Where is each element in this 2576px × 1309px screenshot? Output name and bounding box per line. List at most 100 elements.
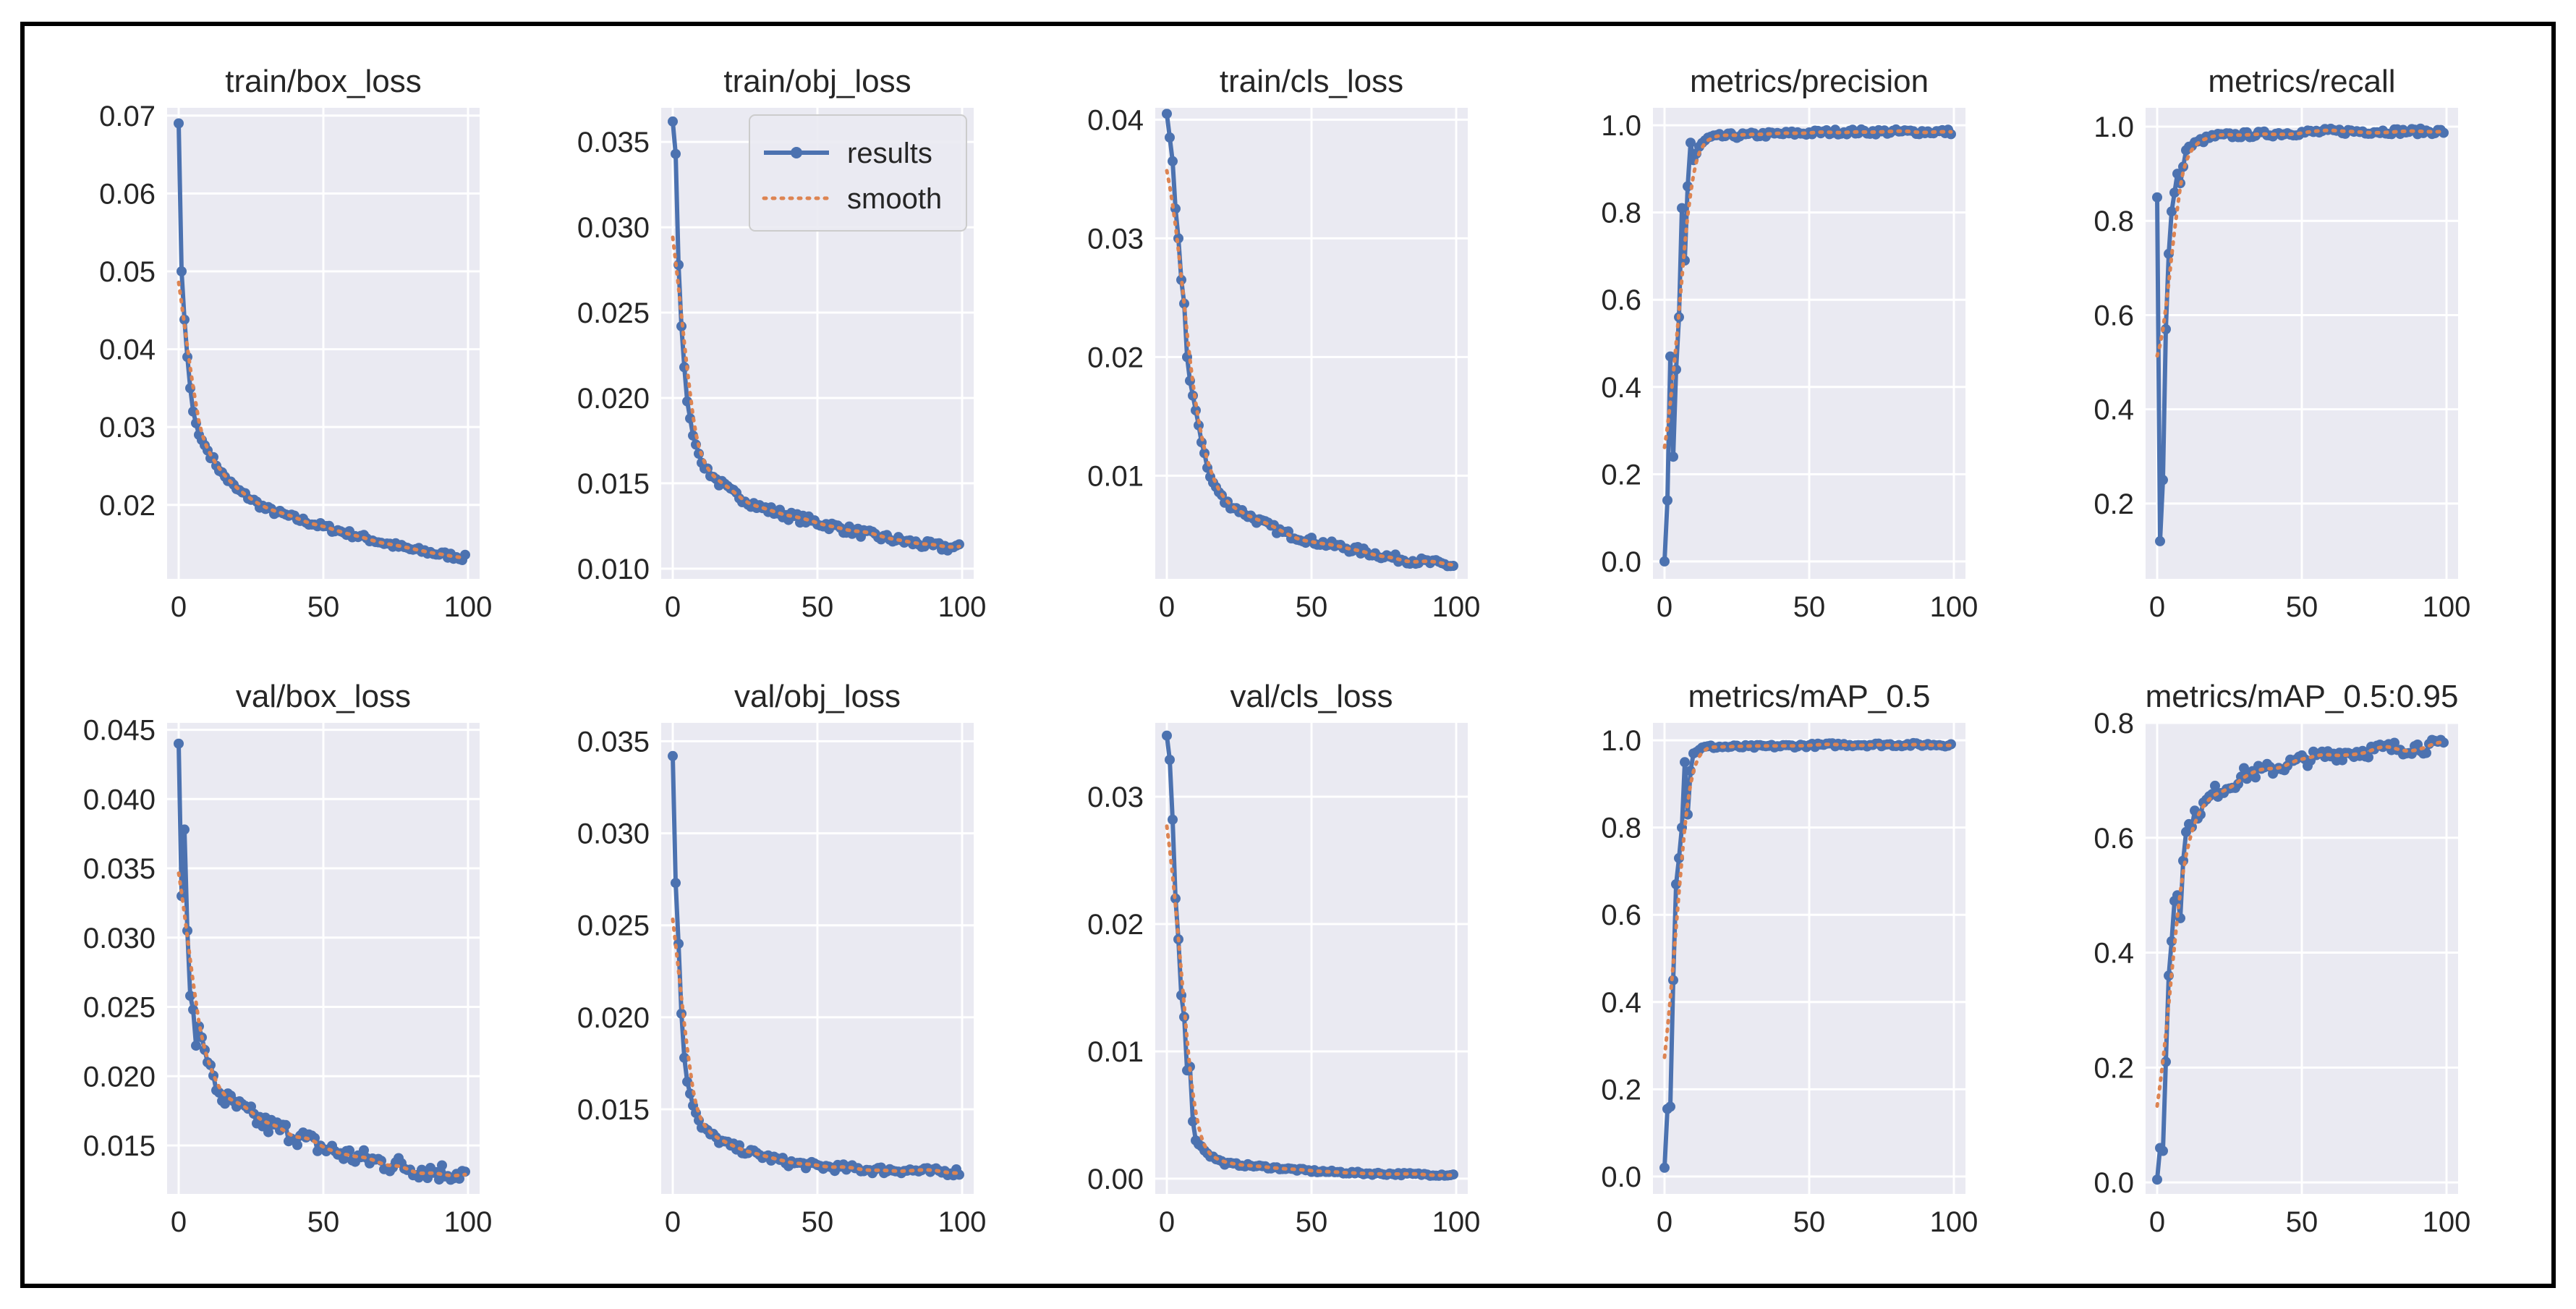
- y-tick-label: 0.025: [83, 992, 156, 1024]
- chart-panel-5: 0 50 100 0.2 0.4 0.6 0.8 1.0 metrics/recall: [2093, 64, 2470, 623]
- y-tick-label: 0.2: [2093, 1052, 2134, 1084]
- y-tick-label: 0.02: [99, 490, 156, 522]
- smooth-series-line: [671, 235, 961, 549]
- results-point: [1668, 452, 1678, 462]
- y-tick-label: 0.0: [1601, 1161, 1641, 1193]
- y-tick-label: 0.03: [1087, 223, 1144, 255]
- legend-smooth-label: smooth: [847, 183, 942, 215]
- y-tick-label: 1.0: [1601, 725, 1641, 757]
- x-tick-label: 0: [665, 591, 681, 623]
- y-tick-label: 0.4: [2093, 394, 2134, 426]
- y-tick-label: 0.020: [83, 1061, 156, 1093]
- y-tick-label: 0.025: [577, 297, 650, 329]
- results-point: [1665, 1101, 1675, 1112]
- y-tick-label: 0.2: [1601, 1074, 1641, 1106]
- y-tick-label: 0.04: [99, 334, 156, 366]
- x-tick-label: 0: [171, 591, 187, 623]
- results-point: [1162, 730, 1172, 741]
- chart-panel-3: 0 50 100 0.01 0.02 0.03 0.04 train/cls_loss: [1087, 64, 1480, 623]
- x-tick-label: 0: [665, 1206, 681, 1238]
- results-point: [1176, 274, 1186, 285]
- x-tick-label: 50: [2286, 1206, 2318, 1238]
- results-point: [2167, 206, 2177, 217]
- x-tick-label: 0: [2149, 591, 2165, 623]
- y-tick-label: 0.015: [577, 1094, 650, 1126]
- y-tick-label: 0.01: [1087, 460, 1144, 492]
- y-tick-label: 1.0: [2093, 111, 2134, 143]
- results-point: [679, 1052, 689, 1063]
- smooth-series-line: [1165, 824, 1455, 1177]
- results-point: [185, 991, 195, 1001]
- y-tick-label: 0.015: [83, 1130, 156, 1162]
- results-point: [1188, 1116, 1198, 1127]
- y-tick-label: 0.03: [99, 412, 156, 444]
- y-tick-label: 0.02: [1087, 342, 1144, 373]
- results-point: [2172, 169, 2182, 179]
- chart-title: val/box_loss: [236, 679, 411, 714]
- y-tick-label: 0.025: [577, 910, 650, 942]
- x-tick-label: 100: [1432, 1206, 1481, 1238]
- results-point: [2169, 187, 2180, 198]
- chart-title: metrics/mAP_0.5: [1688, 679, 1931, 714]
- y-tick-label: 0.04: [1087, 104, 1144, 136]
- y-tick-label: 0.040: [83, 784, 156, 816]
- results-point: [2250, 772, 2261, 783]
- results-point: [174, 738, 184, 749]
- legend-box: [749, 114, 967, 232]
- results-point: [668, 750, 678, 761]
- x-tick-label: 100: [2423, 1206, 2471, 1238]
- x-tick-label: 0: [1657, 1206, 1672, 1238]
- smooth-series-line: [2155, 128, 2446, 358]
- results-point: [1659, 1162, 1670, 1173]
- x-tick-label: 50: [1296, 1206, 1328, 1238]
- x-tick-label: 50: [802, 591, 834, 623]
- x-tick-label: 0: [1159, 591, 1175, 623]
- chart-title: metrics/recall: [2208, 64, 2395, 99]
- x-tick-label: 100: [938, 591, 987, 623]
- x-tick-label: 0: [1657, 591, 1672, 623]
- figure-frame: 0 50 100 0.02 0.03 0.04 0.05 0.06 0.07 train/box_…: [20, 22, 2556, 1288]
- results-point: [1165, 132, 1175, 143]
- y-tick-label: 0.2: [1601, 459, 1641, 491]
- x-tick-label: 100: [1930, 591, 1978, 623]
- smooth-series-line: [177, 871, 467, 1178]
- results-point: [1168, 814, 1178, 825]
- y-tick-label: 0.6: [1601, 284, 1641, 316]
- results-point: [671, 878, 681, 889]
- chart-title: metrics/mAP_0.5:0.95: [2146, 679, 2459, 714]
- chart-panel-4: 0 50 100 0.0 0.2 0.4 0.6 0.8 1.0 metrics/precisio…: [1601, 64, 1978, 623]
- y-tick-label: 0.07: [99, 101, 156, 132]
- results-point: [281, 1119, 291, 1130]
- x-tick-label: 100: [444, 1206, 493, 1238]
- results-point: [1680, 757, 1690, 768]
- legend-results-marker: [791, 147, 802, 158]
- results-point: [1686, 137, 1696, 148]
- y-tick-label: 0.06: [99, 178, 156, 210]
- x-tick-label: 0: [1159, 1206, 1175, 1238]
- chart-title: val/obj_loss: [734, 679, 901, 714]
- results-point: [460, 549, 470, 560]
- y-tick-label: 0.8: [2093, 708, 2134, 740]
- results-point: [1659, 556, 1670, 567]
- results-point: [1168, 156, 1178, 166]
- y-tick-label: 0.8: [1601, 198, 1641, 229]
- chart-panel-8: 0 50 100 0.00 0.01 0.02 0.03 val/cls_loss: [1087, 679, 1480, 1238]
- y-tick-label: 0.2: [2093, 488, 2134, 520]
- chart-panel-1: 0 50 100 0.02 0.03 0.04 0.05 0.06 0.07 train/box_…: [99, 64, 492, 623]
- results-point: [682, 1076, 692, 1087]
- y-tick-label: 0.8: [2093, 206, 2134, 237]
- chart-panel-7: 0 50 100 0.015 0.020 0.025 0.030 0.035 val/obj_l…: [577, 679, 986, 1238]
- y-tick-label: 0.035: [577, 726, 650, 758]
- y-tick-label: 0.045: [83, 715, 156, 747]
- y-tick-label: 0.4: [1601, 987, 1641, 1019]
- y-tick-label: 0.035: [577, 127, 650, 158]
- smooth-series-line: [2155, 740, 2446, 1108]
- figure-canvas: 0 50 100 0.02 0.03 0.04 0.05 0.06 0.07 train/box_…: [83, 64, 2471, 1238]
- y-tick-label: 0.015: [577, 468, 650, 500]
- results-point: [188, 406, 198, 417]
- y-tick-label: 0.01: [1087, 1036, 1144, 1068]
- smooth-series-line: [177, 280, 467, 560]
- x-tick-label: 100: [2423, 591, 2471, 623]
- y-tick-label: 1.0: [1601, 110, 1641, 142]
- chart-title: train/box_loss: [225, 64, 421, 99]
